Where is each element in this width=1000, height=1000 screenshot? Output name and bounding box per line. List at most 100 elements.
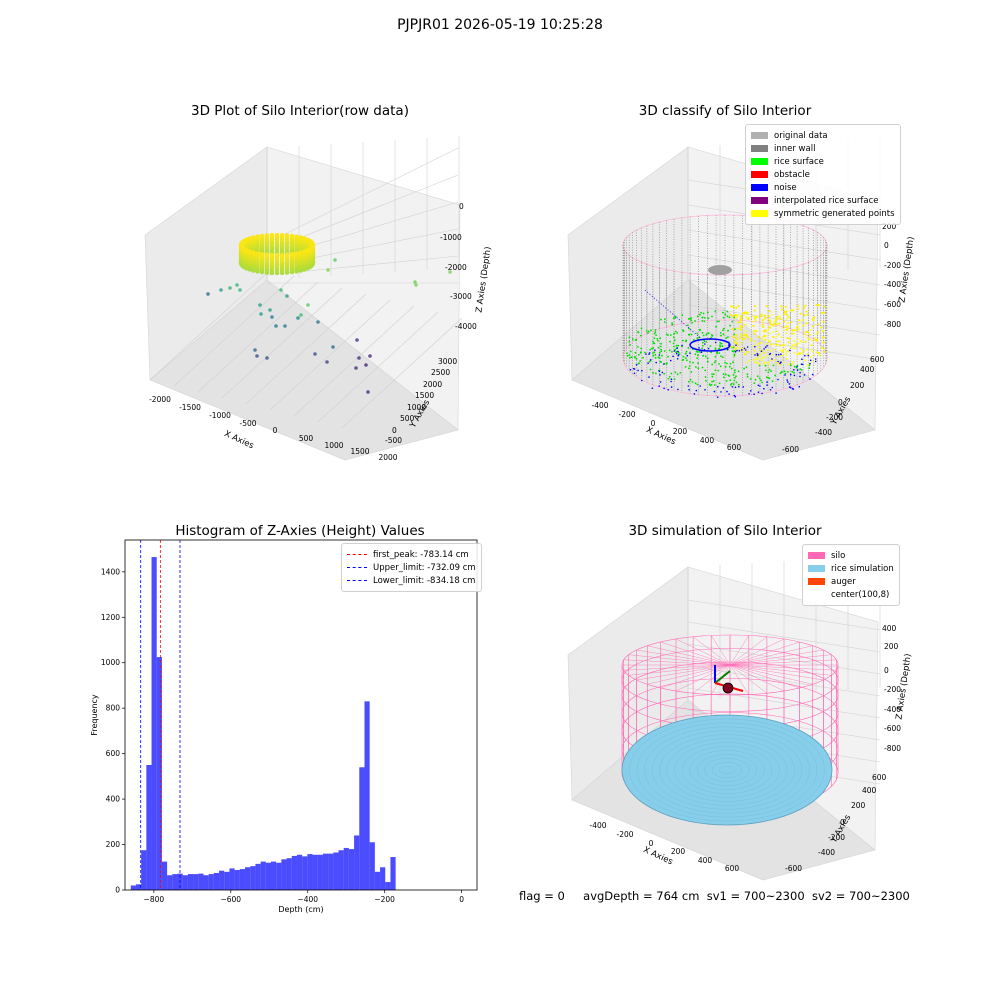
p4-rice-mesh xyxy=(681,746,773,794)
p2-surface-point xyxy=(811,360,814,362)
p2-noise-point xyxy=(726,390,728,393)
p2-surface-point xyxy=(735,381,738,384)
p2-surface-point xyxy=(705,333,708,335)
p1-data-point xyxy=(298,235,303,240)
p2-noise-point xyxy=(688,388,690,391)
p2-symmetric-point xyxy=(734,313,737,317)
p2-surface-point xyxy=(655,334,657,336)
p4-z-tick: -400 xyxy=(884,705,901,714)
legend-swatch xyxy=(751,145,768,152)
p2-surface-point xyxy=(761,381,763,384)
p2-noise-point xyxy=(720,391,722,393)
p2-surface-point xyxy=(649,348,652,351)
p2-surface-point xyxy=(714,347,717,350)
p2-noise-point xyxy=(777,354,780,356)
p2-surface-point xyxy=(773,343,775,346)
p2-surface-point xyxy=(793,351,796,354)
p4-rice-mesh xyxy=(644,726,810,814)
p2-surface-point xyxy=(757,361,759,364)
p2-symmetric-point xyxy=(732,335,735,338)
p2-grid-line xyxy=(687,329,881,361)
p2-surface-point xyxy=(640,347,643,350)
p4-x-tick: 600 xyxy=(725,864,740,873)
p2-symmetric-point xyxy=(804,340,807,343)
y-tick-label: 600 xyxy=(106,749,121,758)
p2-surface-point xyxy=(752,345,755,347)
p2-surface-point xyxy=(730,382,733,385)
p1-data-point xyxy=(302,249,307,254)
p2-symmetric-point xyxy=(789,309,793,312)
p2-surface-point xyxy=(711,380,713,383)
p2-surface-point xyxy=(774,374,776,377)
p2-symmetric-point xyxy=(812,319,815,322)
p1-y-tick: -500 xyxy=(385,436,402,445)
p2-surface-point xyxy=(761,357,764,359)
p2-surface-point xyxy=(764,364,767,367)
p2-surface-point xyxy=(701,344,704,347)
p2-surface-point xyxy=(673,336,675,339)
p2-symmetric-point xyxy=(775,343,778,346)
p2-surface-point xyxy=(798,328,801,330)
p2-symmetric-point xyxy=(811,317,814,320)
p2-surface-point xyxy=(694,382,697,385)
p2-symmetric-point xyxy=(796,353,799,356)
legend-swatch xyxy=(808,552,825,559)
p4-x-tick: -200 xyxy=(616,830,633,839)
p2-surface-point xyxy=(640,327,643,330)
p2-surface-point xyxy=(672,342,675,345)
p2-surface-point xyxy=(729,324,731,327)
p2-surface-point xyxy=(778,315,781,318)
p2-surface-point xyxy=(730,367,733,370)
p1-x-tick: 1500 xyxy=(350,447,369,456)
x-tick-label: −800 xyxy=(144,895,165,904)
p2-surface-point xyxy=(723,376,725,379)
panel-1-title: 3D Plot of Silo Interior(row data) xyxy=(191,103,409,119)
p2-symmetric-point xyxy=(737,321,740,324)
p2-surface-point xyxy=(791,363,793,365)
p2-symmetric-point xyxy=(746,312,749,315)
p4-rice-mesh xyxy=(629,718,825,822)
p2-surface-point xyxy=(750,339,753,342)
p2-symmetric-point xyxy=(732,305,735,308)
p2-noise-point xyxy=(754,354,756,356)
histogram-bar xyxy=(198,873,204,890)
p4-rice-surface xyxy=(621,714,833,826)
p2-symmetric-point xyxy=(768,315,771,318)
p2-surface-point xyxy=(739,347,742,350)
p2-surface-point xyxy=(733,353,736,356)
legend-swatch xyxy=(751,184,768,191)
p4-silo-wire xyxy=(729,641,800,666)
p2-noise-point xyxy=(757,354,759,356)
p2-noise-cluster xyxy=(689,338,731,352)
p1-data-point xyxy=(255,251,260,256)
p1-y-tick: 1500 xyxy=(415,391,434,400)
p1-grid-line xyxy=(293,305,415,417)
histogram-bar xyxy=(130,885,136,890)
p2-surface-point xyxy=(702,334,705,337)
p2-symmetric-point xyxy=(753,304,756,308)
p1-z-tick: -2000 xyxy=(445,263,467,272)
p2-surface-point xyxy=(736,346,739,349)
p1-data-point xyxy=(251,235,256,240)
p4-y-tick: -400 xyxy=(818,848,835,857)
p2-noise-point xyxy=(796,369,799,371)
p2-surface-point xyxy=(732,383,735,385)
p4-silo-wire xyxy=(675,664,731,692)
p2-surface-point xyxy=(756,315,758,318)
p2-surface-point xyxy=(797,323,800,325)
p2-noise-point xyxy=(648,353,650,355)
p2-noise-point xyxy=(789,373,792,376)
p2-surface-point xyxy=(729,379,732,382)
p2-surface-point xyxy=(710,336,713,339)
p4-y-tick: 0 xyxy=(840,818,845,827)
p1-grid-line xyxy=(197,281,319,393)
p2-surface-point xyxy=(718,382,721,385)
p2-x-tick: -200 xyxy=(618,410,635,419)
p1-data-point xyxy=(354,366,358,370)
p2-surface-point xyxy=(661,354,663,357)
p4-silo-wire xyxy=(729,635,749,666)
p2-noise-point xyxy=(659,381,662,383)
p2-symmetric-point xyxy=(781,308,784,311)
p1-data-point xyxy=(247,236,252,241)
histogram-bar xyxy=(224,871,230,890)
